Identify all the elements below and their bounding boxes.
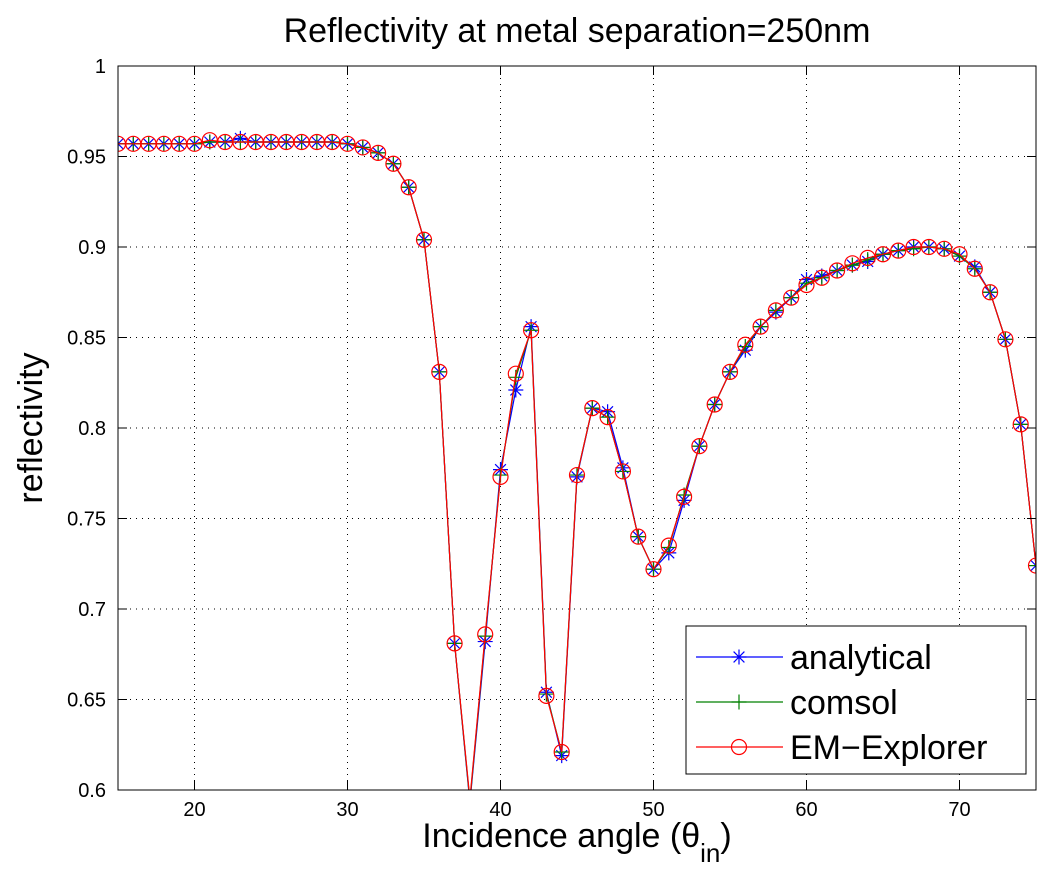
y-tick-label: 0.7 bbox=[78, 599, 106, 621]
data-point bbox=[737, 336, 754, 353]
y-tick-label: 0.9 bbox=[78, 237, 106, 259]
x-tick-label: 70 bbox=[948, 799, 970, 821]
data-point bbox=[1028, 558, 1036, 574]
data-point bbox=[645, 561, 662, 578]
data-point bbox=[936, 240, 953, 257]
data-point bbox=[661, 539, 677, 555]
x-tick-label: 30 bbox=[336, 799, 358, 821]
x-axis-label-close: ) bbox=[720, 817, 731, 855]
y-tick-label: 0.65 bbox=[67, 690, 106, 712]
data-point bbox=[599, 409, 616, 426]
data-point bbox=[415, 231, 433, 248]
x-tick-label: 60 bbox=[795, 799, 817, 821]
legend-entry: analytical bbox=[696, 639, 932, 677]
x-tick-label: 20 bbox=[183, 799, 205, 821]
x-axis-label: Incidence angle (θin) bbox=[422, 817, 731, 868]
data-point bbox=[783, 289, 800, 306]
legend-marker bbox=[730, 738, 748, 756]
data-point bbox=[508, 382, 524, 398]
data-point bbox=[660, 537, 677, 554]
data-point bbox=[798, 276, 815, 294]
y-tick-label: 0.6 bbox=[78, 780, 106, 802]
y-tick-label: 0.95 bbox=[67, 147, 106, 169]
data-point bbox=[553, 743, 570, 761]
series-line bbox=[118, 139, 1036, 790]
data-point bbox=[966, 260, 983, 277]
legend-label: comsol bbox=[790, 684, 898, 722]
x-tick-label: 50 bbox=[642, 799, 664, 821]
legend-label: EM−Explorer bbox=[790, 729, 987, 767]
y-tick-label: 0.75 bbox=[67, 509, 106, 531]
legend-box bbox=[685, 625, 1027, 775]
data-point bbox=[538, 687, 555, 704]
data-point bbox=[400, 179, 417, 196]
legend-marker bbox=[731, 694, 747, 710]
data-point bbox=[186, 135, 203, 152]
data-point bbox=[675, 488, 693, 505]
data-point bbox=[492, 468, 509, 485]
grid bbox=[118, 65, 1036, 791]
x-axis-label-main: Incidence angle (θ bbox=[422, 817, 700, 855]
chart-title: Reflectivity at metal separation=250nm bbox=[284, 12, 871, 50]
data-point bbox=[691, 438, 708, 455]
ticks: 20 30 40 50 60 70 0.6 0.65 0.7 0.75 0.8 0.85 0.9 0.95… bbox=[67, 56, 1036, 821]
data-point bbox=[339, 135, 356, 152]
data-point bbox=[477, 626, 494, 643]
data-point bbox=[446, 635, 463, 652]
legend-label: analytical bbox=[790, 639, 932, 677]
data-point bbox=[706, 396, 723, 413]
data-point bbox=[462, 795, 477, 810]
data-point bbox=[385, 155, 402, 172]
data-point bbox=[997, 331, 1014, 348]
series-circle bbox=[118, 132, 1036, 807]
data-point bbox=[614, 463, 632, 480]
data-point bbox=[952, 248, 967, 264]
legend: analytical comsol EM−Explorer bbox=[685, 625, 1027, 775]
data-point bbox=[890, 242, 907, 259]
data-point bbox=[721, 363, 739, 380]
data-point bbox=[1027, 557, 1036, 574]
data-point bbox=[202, 134, 218, 150]
data-point bbox=[844, 255, 861, 272]
data-point bbox=[951, 246, 968, 263]
data-point bbox=[584, 399, 601, 417]
series-layer bbox=[118, 130, 1036, 810]
data-point bbox=[737, 339, 753, 355]
data-point bbox=[462, 793, 477, 808]
y-tick-label: 0.8 bbox=[78, 418, 106, 440]
data-point bbox=[370, 144, 387, 161]
data-point bbox=[630, 528, 647, 545]
x-tick-label: 40 bbox=[489, 799, 511, 821]
legend-entry: EM−Explorer bbox=[696, 729, 987, 767]
data-point bbox=[813, 269, 830, 286]
data-point bbox=[906, 241, 922, 257]
x-axis-label-sub: in bbox=[700, 838, 720, 868]
data-point bbox=[859, 249, 876, 266]
y-tick-label: 0.85 bbox=[67, 328, 106, 350]
data-point bbox=[568, 466, 586, 484]
data-point bbox=[874, 246, 892, 263]
legend-marker bbox=[731, 649, 747, 665]
data-point bbox=[828, 262, 846, 279]
data-point bbox=[767, 302, 785, 319]
data-point bbox=[1012, 416, 1029, 433]
data-point bbox=[462, 792, 477, 807]
data-point bbox=[507, 365, 524, 382]
data-point bbox=[752, 318, 769, 335]
y-axis-label: reflectivity bbox=[12, 352, 50, 503]
data-point bbox=[354, 139, 371, 156]
data-point bbox=[431, 363, 448, 380]
data-point bbox=[522, 322, 540, 339]
legend-entry: comsol bbox=[696, 684, 898, 722]
data-point bbox=[981, 284, 999, 301]
y-tick-label: 1 bbox=[95, 56, 106, 78]
